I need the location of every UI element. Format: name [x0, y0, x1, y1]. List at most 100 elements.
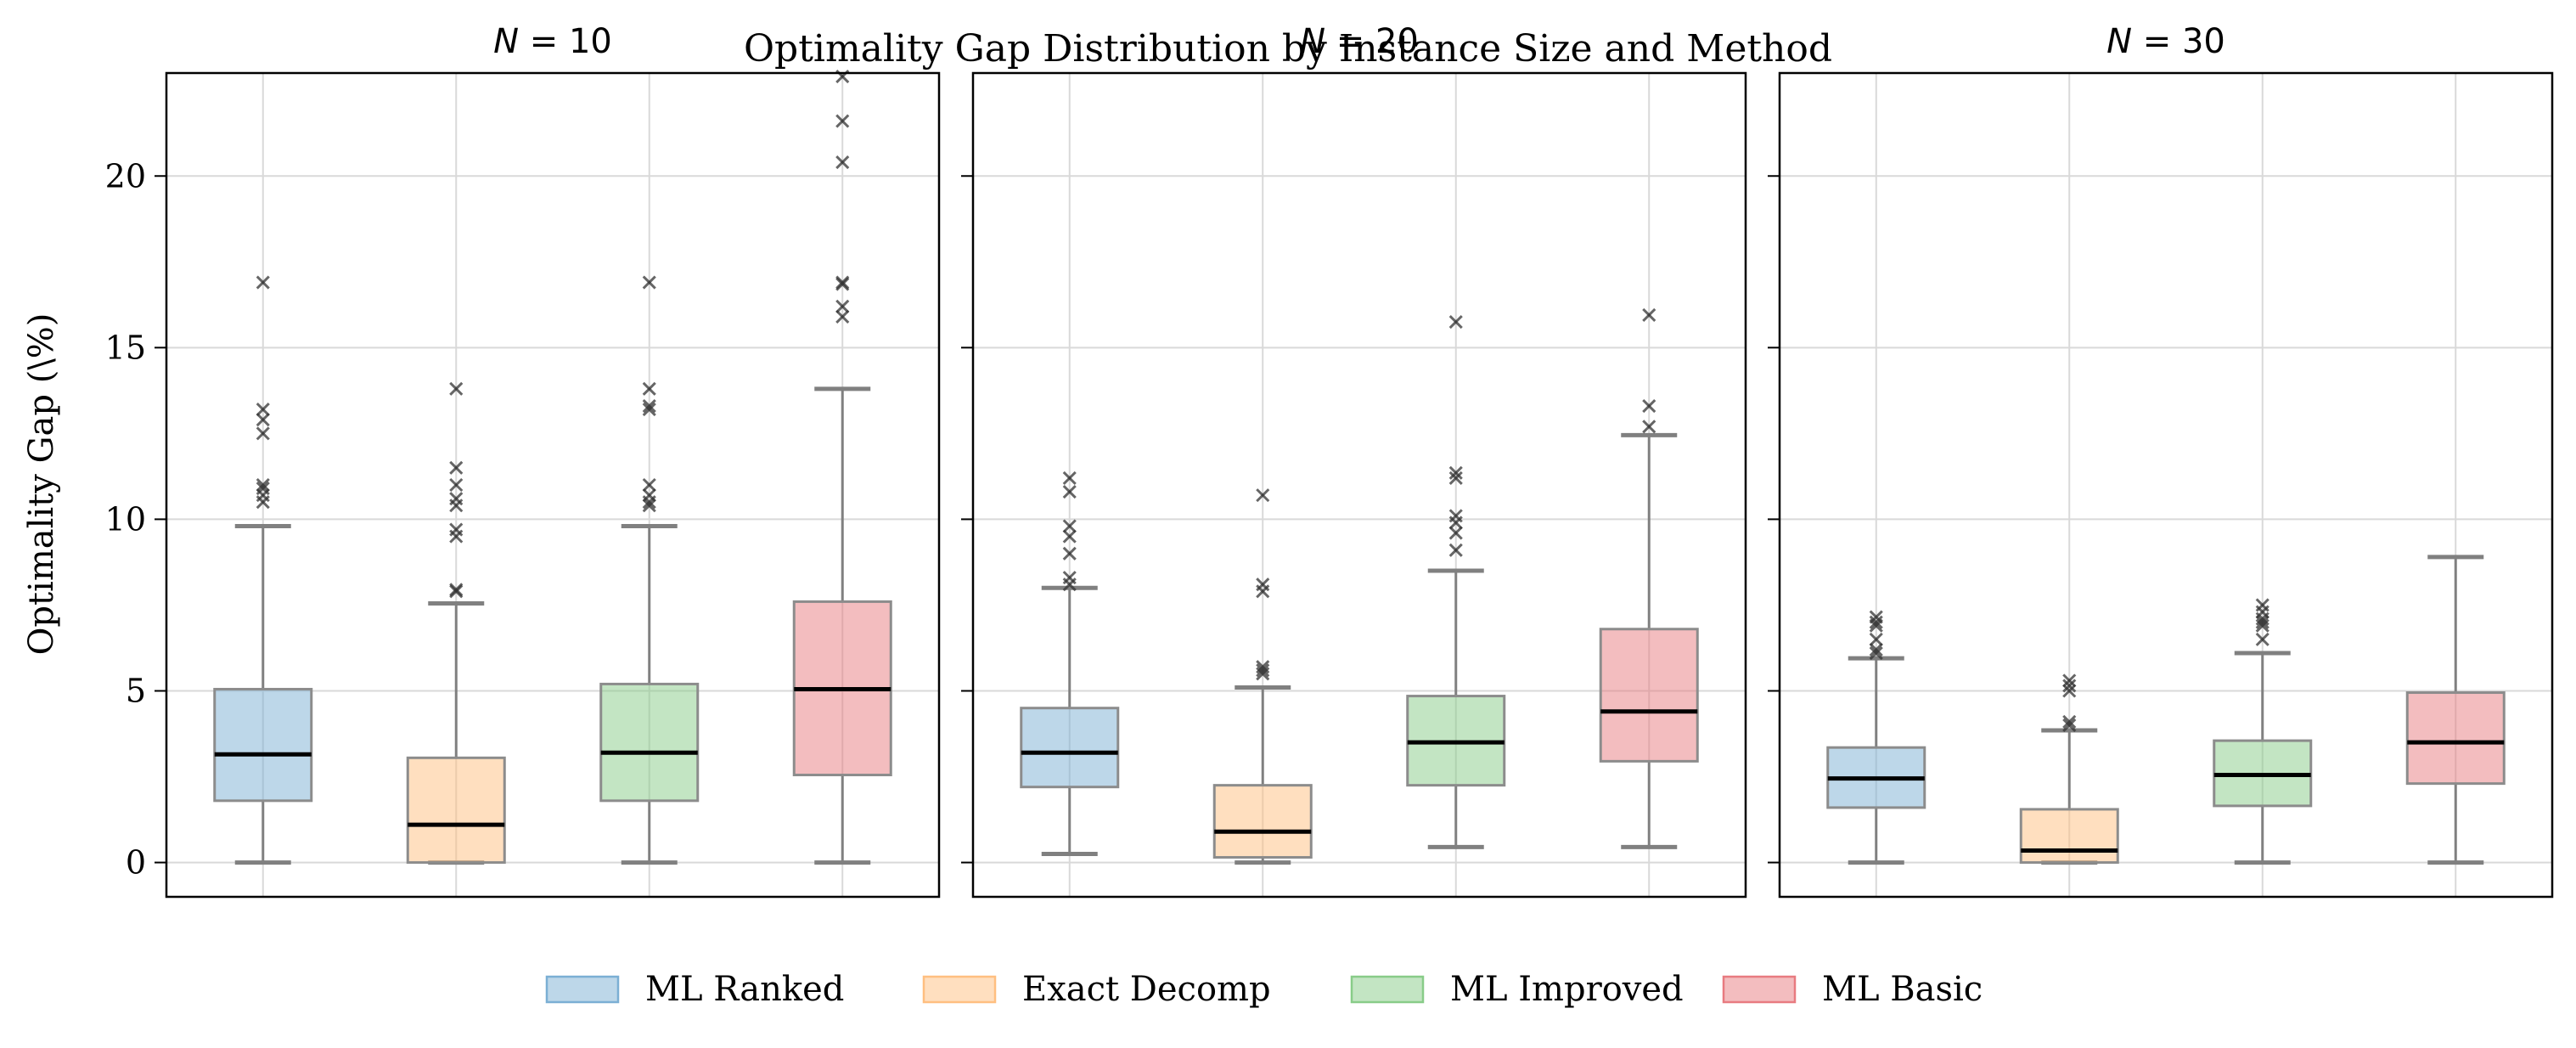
outlier-point: [1869, 615, 1883, 629]
box-group: [213, 275, 313, 865]
outlier-stroke: [1869, 610, 1883, 624]
box-group: [1406, 314, 1506, 849]
outlier-stroke: [1062, 470, 1077, 485]
outlier-stroke: [1256, 488, 1270, 503]
outlier-point: [1642, 398, 1656, 414]
outlier-stroke: [1256, 578, 1270, 592]
outlier-stroke: [256, 403, 270, 417]
outlier-point: [2062, 673, 2077, 688]
outlier-stroke: [1869, 642, 1883, 657]
outlier-stroke: [2255, 598, 2269, 612]
outlier-stroke: [1869, 615, 1883, 629]
box: [1212, 784, 1313, 859]
outlier-point: [1448, 509, 1463, 523]
y-tick-label: 5: [126, 673, 146, 710]
box-group: [1826, 610, 1926, 865]
legend-swatch: [545, 975, 620, 1004]
y-tick-label: 0: [126, 844, 146, 882]
outlier-point: [1869, 610, 1883, 624]
outlier-stroke: [642, 398, 656, 414]
outlier-point: [449, 492, 464, 506]
y-axis-label: Optimality Gap (\%): [22, 313, 61, 656]
outlier-stroke: [642, 403, 656, 417]
box-group: [599, 275, 700, 865]
outlier-stroke: [1448, 509, 1463, 523]
outlier-stroke: [1062, 571, 1077, 585]
outlier-point: [256, 477, 270, 493]
chart-title: Optimality Gap Distribution by Instance …: [744, 27, 1832, 70]
outlier-point: [642, 488, 656, 503]
legend-item: ML Basic: [1722, 970, 1983, 1009]
outlier-point: [1869, 645, 1883, 661]
outlier-stroke: [1869, 632, 1883, 646]
outlier-point: [2062, 684, 2077, 698]
outlier-stroke: [835, 114, 850, 128]
outlier-point: [1642, 307, 1656, 322]
outlier-stroke: [256, 275, 270, 290]
panel-frame: [1778, 71, 2554, 899]
outlier-point: [835, 275, 850, 290]
box-group: [2405, 555, 2506, 865]
outlier-stroke: [449, 477, 464, 493]
outlier-point: [1256, 488, 1270, 503]
outlier-stroke: [256, 426, 270, 441]
outlier-stroke: [642, 275, 656, 290]
outlier-stroke: [642, 381, 656, 396]
outlier-stroke: [2255, 632, 2269, 646]
outlier-point: [256, 426, 270, 441]
outlier-point: [449, 460, 464, 475]
outlier-point: [1062, 470, 1077, 485]
outlier-stroke: [1448, 314, 1463, 330]
outlier-point: [256, 413, 270, 427]
outlier-point: [1256, 660, 1270, 674]
box: [1599, 628, 1699, 763]
outlier-stroke: [1448, 465, 1463, 480]
panel-frame: [971, 71, 1747, 899]
outlier-stroke: [449, 492, 464, 506]
legend-item: ML Ranked: [545, 970, 844, 1009]
box-group: [2213, 598, 2313, 865]
box-group: [1020, 470, 1120, 856]
outlier-point: [642, 477, 656, 493]
outlier-point: [835, 309, 850, 324]
y-tick-label: 10: [105, 500, 146, 538]
outlier-stroke: [449, 460, 464, 475]
outlier-stroke: [1256, 663, 1270, 678]
outlier-point: [642, 381, 656, 396]
box: [406, 756, 506, 865]
box-group: [792, 69, 892, 865]
box-group: [1599, 307, 1699, 849]
outlier-stroke: [449, 381, 464, 396]
outlier-point: [1448, 470, 1463, 485]
outlier-point: [449, 522, 464, 537]
box-group: [406, 381, 506, 865]
legend-item: ML Improved: [1350, 970, 1684, 1009]
outlier-point: [2255, 632, 2269, 646]
legend-label: ML Improved: [1450, 970, 1684, 1009]
outlier-stroke: [2255, 615, 2269, 629]
outlier-stroke: [835, 155, 850, 170]
box-group: [1212, 488, 1313, 865]
outlier-point: [1869, 642, 1883, 657]
outlier-point: [256, 275, 270, 290]
outlier-point: [835, 114, 850, 128]
outlier-stroke: [642, 488, 656, 503]
outlier-stroke: [256, 481, 270, 496]
legend-swatch: [922, 975, 997, 1004]
panel: N = 20: [961, 22, 1747, 899]
outlier-point: [1448, 465, 1463, 480]
outlier-point: [1448, 314, 1463, 330]
panel-title: N = 20: [1300, 22, 1419, 61]
outlier-stroke: [256, 477, 270, 493]
legend-swatch: [1722, 975, 1797, 1004]
outlier-point: [2062, 679, 2077, 693]
box: [2019, 808, 2119, 865]
outlier-point: [449, 583, 464, 597]
legend-swatch: [1350, 975, 1425, 1004]
outlier-point: [2062, 718, 2077, 732]
panel: N = 30: [1768, 22, 2554, 899]
outlier-point: [1062, 571, 1077, 585]
outlier-stroke: [835, 299, 850, 313]
outlier-stroke: [449, 522, 464, 537]
outlier-stroke: [1869, 645, 1883, 661]
